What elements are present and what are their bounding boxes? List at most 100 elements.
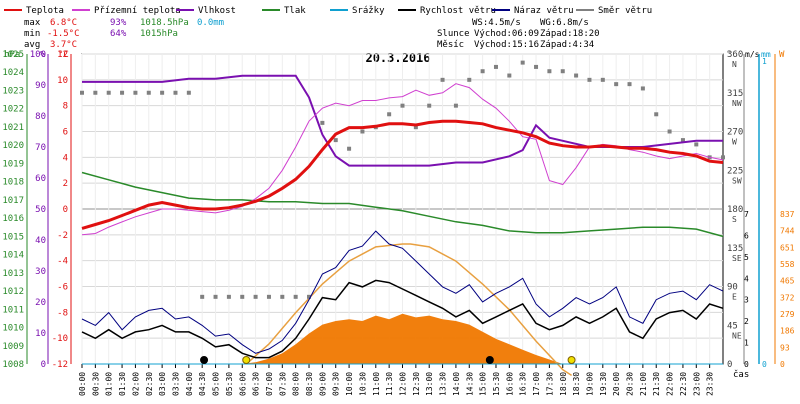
plot-area [80,60,725,377]
pressure-tick-label: 1015 [2,232,24,242]
unit-mm: mm [761,50,771,59]
wind-tick-label: 6 [744,231,749,240]
wind-direction-dot [226,294,231,299]
solar-tick-label: 372 [780,293,795,302]
rain-tick-label: 0 [762,360,767,369]
x-tick-label: 06:30 [252,372,261,396]
stats-max-hum: 93% [110,18,127,28]
temp-tick-label: -6 [57,283,68,293]
wind-direction-dot [560,69,565,74]
temp-tick-label: -2 [57,231,68,241]
moon-marker [485,356,494,364]
wind-tick-label: 4 [744,274,749,283]
direction-tick-label: 360 [727,50,743,60]
pressure-tick-label: 1013 [2,269,24,279]
direction-letter: W [732,138,737,147]
stats-max-rain: 0.0mm [197,18,224,28]
direction-tick-label: 180 [727,205,743,215]
x-tick-label: 11:00 [372,372,381,396]
sun-marker [567,356,576,364]
humidity-tick-label: 60 [35,174,46,184]
solar-tick-label: 558 [780,260,795,269]
wind-direction-dot [133,90,138,95]
x-tick-label: 10:00 [345,372,354,396]
legend-label: Přízemní teplota [94,6,181,16]
x-tick-label: 07:00 [265,372,274,396]
x-tick-label: 02:00 [131,372,140,396]
humidity-tick-label: 0 [41,360,46,370]
stats-avg-label: avg [24,40,40,50]
solar-tick-label: 279 [780,310,795,319]
wind-direction-dot [146,90,151,95]
wind-direction-dot [493,64,498,69]
legend-label: Náraz větru [514,6,574,16]
x-tick-label: 11:30 [385,372,394,396]
wind-direction-dot [534,64,539,69]
x-tick-label: 19:00 [585,372,594,396]
x-tick-label: 04:00 [185,372,194,396]
pressure-tick-label: 1024 [2,68,24,78]
unit-hpa: hPa [4,50,20,60]
x-tick-label: 08:00 [292,372,301,396]
unit-ms: m/s [745,50,760,59]
wind-direction-dot [387,112,392,117]
temp-tick-label: 6 [63,128,68,138]
legend-label: Rychlost větru [420,6,496,16]
direction-tick-label: 45 [727,321,738,331]
humidity-tick-label: 40 [35,236,46,246]
stats-max-temp: 6.8°C [50,18,77,28]
sun-set: Západ:18:20 [540,29,600,39]
stats-min-press: 1015hPa [140,29,178,39]
axis-units: hPa % °C ° m/s mm W čas [4,50,785,380]
temp-tick-label: -12 [52,360,68,370]
humidity-tick-label: 80 [35,112,46,122]
wind-direction-dot [347,146,352,151]
temp-tick-label: -8 [57,308,68,318]
x-tick-label: 20:30 [626,372,635,396]
wind-direction-dot [694,142,699,147]
sun-rise: Východ:06:09 [474,29,539,39]
wind-wg: WG:6.8m/s [540,18,589,28]
grid [81,53,724,365]
y-axes: 121086420-2-4-6-8-10-1210251024102310221… [2,50,794,370]
sun-label: Slunce [437,29,470,39]
wind-direction-dot [520,60,525,65]
wind-tick-label: 2 [744,317,749,326]
x-tick-label: 10:30 [358,372,367,396]
solar-radiation-area [242,313,563,364]
wind-direction-dot [213,294,218,299]
wind-direction-dot [293,294,298,299]
wind-direction-dot [574,73,579,78]
wind-direction-dot [266,294,271,299]
x-axis: 00:00 00:30 01:00 01:30 02:00 02:30 03:00 03:30… [78,364,715,396]
x-tick-label: 20:00 [612,372,621,396]
unit-w: W [779,50,785,60]
direction-letter: N [732,60,737,69]
solar-tick-label: 837 [780,210,795,219]
wind-direction-dot [173,90,178,95]
pressure-tick-label: 1011 [2,305,24,315]
unit-temp: °C [58,50,69,60]
wind-direction-dot [627,82,632,87]
direction-letter: NW [732,99,742,108]
moon-set: Západ:4:34 [540,40,594,50]
solar-tick-label: 465 [780,277,795,286]
legend-label: Srážky [352,6,385,16]
wind-direction-dot [360,129,365,134]
pressure-tick-label: 1014 [2,251,24,261]
x-tick-label: 21:00 [639,372,648,396]
solar-tick-label: 744 [780,227,795,236]
legend-label: Teplota [26,6,64,16]
time-label: čas [733,369,749,380]
direction-tick-label: 135 [727,244,743,254]
direction-tick-label: 90 [727,283,738,293]
pressure-tick-label: 1009 [2,342,24,352]
moon-label: Měsíc [437,40,464,50]
humidity-tick-label: 10 [35,329,46,339]
moon-rise: Východ:15:16 [474,40,539,50]
wind-direction-dot [587,77,592,82]
wind-direction-dot [80,90,84,95]
solar-tick-label: 651 [780,243,795,252]
x-tick-label: 17:00 [532,372,541,396]
x-tick-label: 09:30 [332,372,341,396]
